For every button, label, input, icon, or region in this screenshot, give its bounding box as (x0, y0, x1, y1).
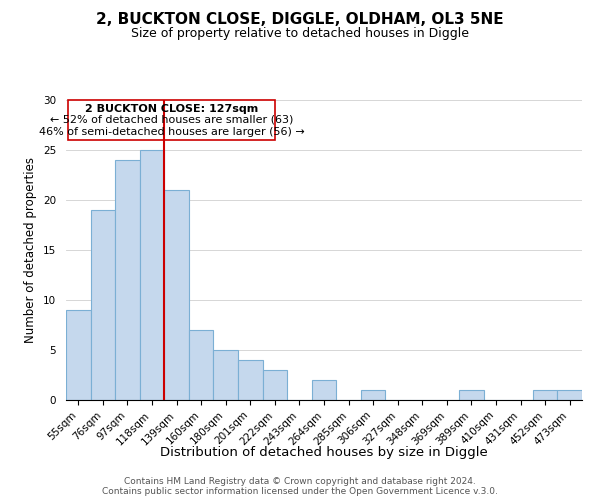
Bar (263, 370, 287, 400)
FancyBboxPatch shape (68, 100, 275, 140)
Bar (238, 360, 263, 400)
Text: Contains public sector information licensed under the Open Government Licence v.: Contains public sector information licen… (102, 486, 498, 496)
Bar (557, 390, 582, 400)
Text: 2, BUCKTON CLOSE, DIGGLE, OLDHAM, OL3 5NE: 2, BUCKTON CLOSE, DIGGLE, OLDHAM, OL3 5N… (96, 12, 504, 28)
Text: 46% of semi-detached houses are larger (56) →: 46% of semi-detached houses are larger (… (39, 127, 305, 137)
Bar (164, 190, 189, 400)
Bar (214, 350, 238, 400)
Bar (91, 210, 115, 400)
Bar (66, 310, 91, 400)
Text: ← 52% of detached houses are smaller (63): ← 52% of detached houses are smaller (63… (50, 115, 293, 125)
Bar (189, 330, 214, 400)
Text: 2 BUCKTON CLOSE: 127sqm: 2 BUCKTON CLOSE: 127sqm (85, 104, 258, 114)
Y-axis label: Number of detached properties: Number of detached properties (25, 157, 37, 343)
Bar (115, 160, 140, 400)
Bar (312, 380, 336, 400)
Text: Distribution of detached houses by size in Diggle: Distribution of detached houses by size … (160, 446, 488, 459)
Bar (140, 150, 164, 400)
Text: Contains HM Land Registry data © Crown copyright and database right 2024.: Contains HM Land Registry data © Crown c… (124, 476, 476, 486)
Bar (361, 390, 385, 400)
Bar (533, 390, 557, 400)
Bar (459, 390, 484, 400)
Text: Size of property relative to detached houses in Diggle: Size of property relative to detached ho… (131, 28, 469, 40)
